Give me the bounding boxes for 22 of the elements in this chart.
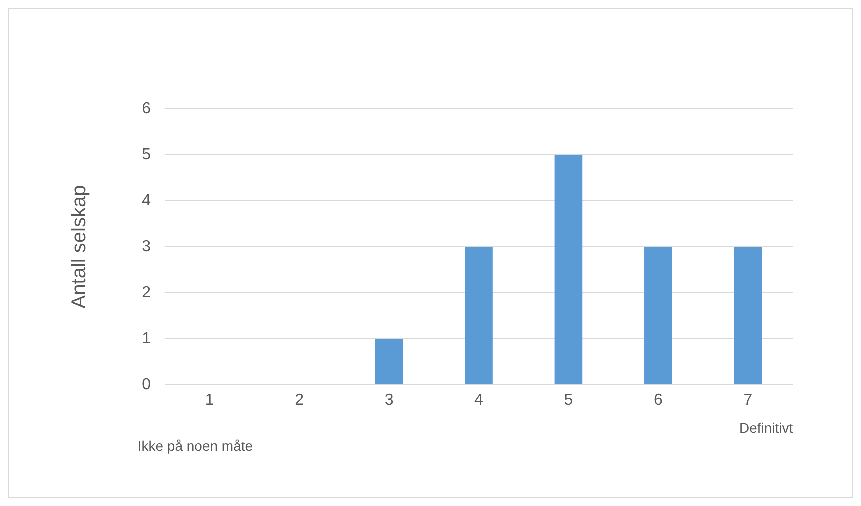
text: Definitivt — [739, 420, 794, 436]
x-tick-label: 6 — [654, 392, 663, 410]
y-tick-label: 1 — [142, 330, 152, 348]
x-tick-label: 2 — [295, 392, 304, 410]
bar — [465, 247, 493, 384]
y-axis-title: Antall selskap — [68, 185, 91, 309]
x-tick-label: 4 — [474, 392, 484, 410]
bar — [734, 247, 762, 384]
y-tick-label: 5 — [142, 146, 152, 164]
y-tick-label: 6 — [142, 100, 152, 118]
bar — [554, 155, 583, 384]
y-tick-label: 2 — [142, 284, 152, 302]
x-tick-label: 7 — [744, 392, 753, 410]
x-tick-label: 3 — [384, 392, 394, 410]
y-tick-label: 4 — [142, 192, 152, 210]
x-tick-label: 1 — [205, 392, 214, 410]
x-tick-label: 5 — [564, 392, 574, 410]
bar — [375, 339, 404, 384]
text: Ikke på noen måte — [138, 438, 254, 454]
bar — [644, 247, 672, 384]
y-tick-label: 0 — [142, 376, 152, 394]
y-tick-label: 3 — [142, 238, 152, 256]
